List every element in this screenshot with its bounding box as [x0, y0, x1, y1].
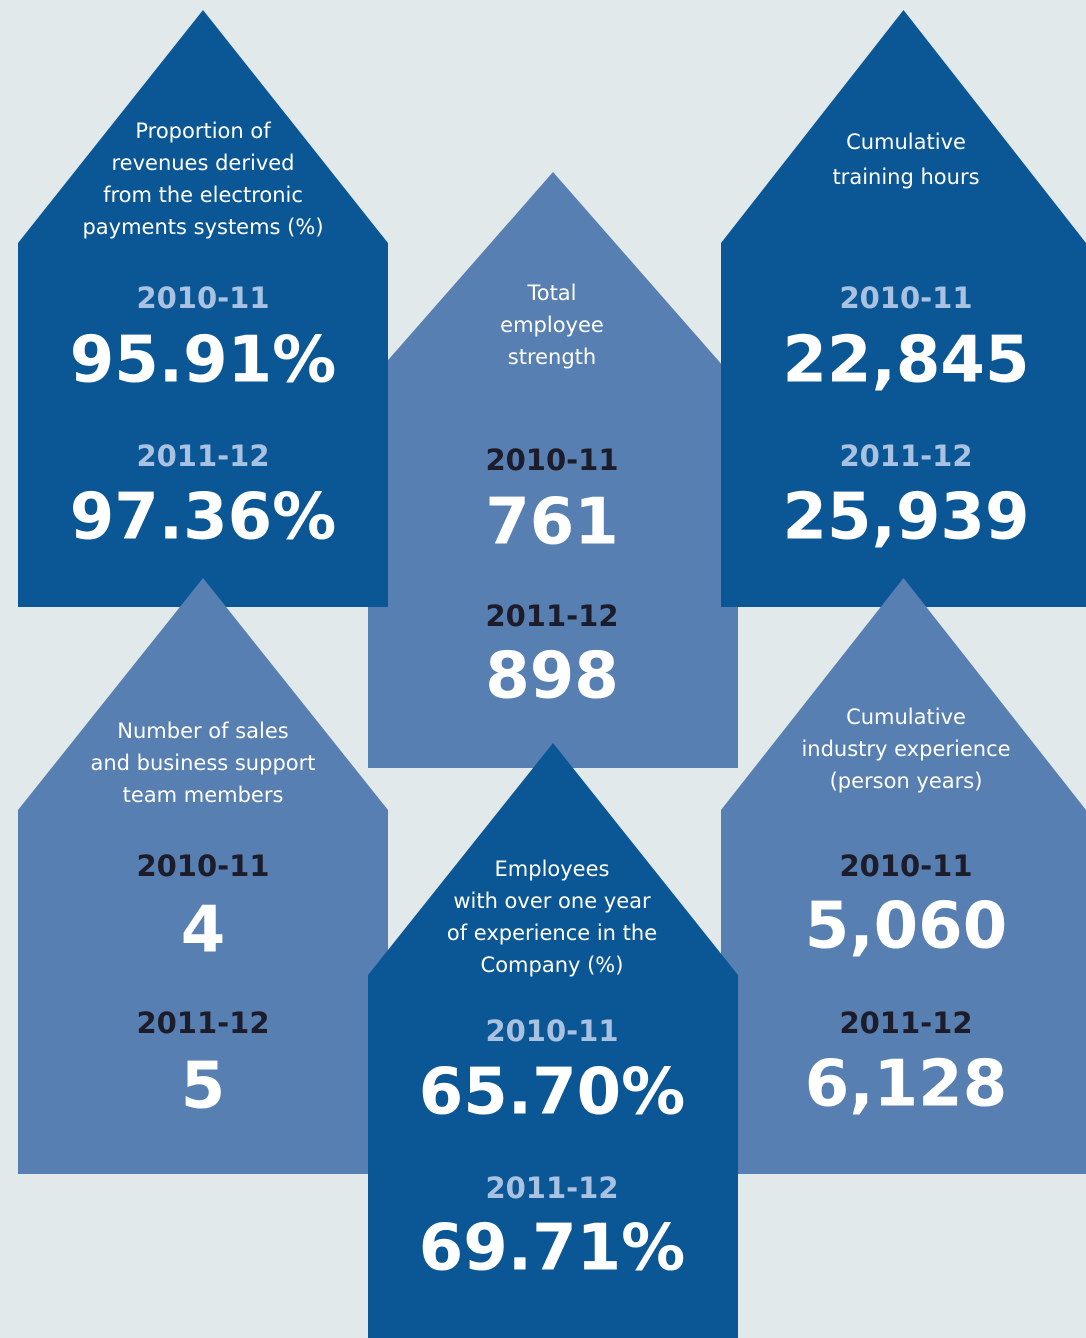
year-label: 2011-12 — [839, 439, 972, 473]
year-value: 4 — [181, 894, 226, 968]
year-value: 5 — [181, 1050, 226, 1124]
year-label: 2010-11 — [839, 849, 972, 883]
year-label: 2010-11 — [839, 281, 972, 315]
house-label: Proportion of — [135, 119, 271, 143]
year-value: 69.71% — [419, 1212, 686, 1286]
house-label: and business support — [90, 751, 315, 775]
house-label: (person years) — [830, 769, 983, 793]
house-label: from the electronic — [103, 183, 303, 207]
house-label: Cumulative — [846, 705, 966, 729]
house-label: of experience in the — [447, 921, 657, 945]
house — [368, 743, 738, 1338]
house — [18, 10, 388, 607]
year-label: 2011-12 — [136, 1006, 269, 1040]
house-label: payments systems (%) — [82, 215, 323, 239]
year-value: 95.91% — [70, 324, 337, 398]
year-label: 2010-11 — [136, 281, 269, 315]
house-label: Number of sales — [117, 719, 288, 743]
house-label: with over one year — [453, 889, 651, 913]
house-label: revenues derived — [112, 151, 295, 175]
year-label: 2011-12 — [839, 1006, 972, 1040]
year-value: 898 — [485, 640, 619, 714]
year-value: 761 — [485, 486, 619, 560]
house — [721, 578, 1086, 1174]
house-label: strength — [508, 345, 596, 369]
year-label: 2010-11 — [485, 1014, 618, 1048]
house-label: Employees — [495, 857, 610, 881]
year-value: 22,845 — [783, 324, 1030, 398]
house — [368, 172, 738, 768]
house-label: training hours — [832, 165, 979, 189]
year-value: 65.70% — [419, 1056, 686, 1130]
house-label: Cumulative — [846, 130, 966, 154]
house — [721, 10, 1086, 607]
year-label: 2010-11 — [485, 443, 618, 477]
year-label: 2011-12 — [136, 439, 269, 473]
house-label: Company (%) — [481, 953, 624, 977]
house-label: industry experience — [801, 737, 1010, 761]
year-value: 97.36% — [70, 481, 337, 555]
house-label: Total — [526, 281, 576, 305]
year-value: 5,060 — [805, 890, 1007, 964]
year-label: 2010-11 — [136, 849, 269, 883]
year-value: 25,939 — [783, 481, 1030, 555]
year-label: 2011-12 — [485, 1171, 618, 1205]
house — [18, 578, 388, 1174]
house-label: team members — [123, 783, 284, 807]
year-value: 6,128 — [805, 1048, 1007, 1122]
year-label: 2011-12 — [485, 599, 618, 633]
house-label: employee — [500, 313, 604, 337]
